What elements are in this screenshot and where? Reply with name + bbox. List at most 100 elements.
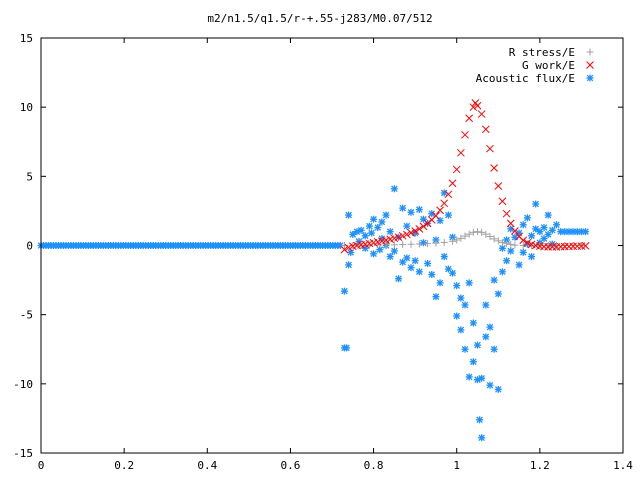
data-point [507, 241, 515, 249]
y-tick-label: 10 [20, 101, 33, 114]
y-tick-label: -5 [20, 309, 33, 322]
data-point [528, 232, 536, 240]
data-point [494, 290, 502, 298]
data-point [440, 238, 448, 246]
data-point [390, 185, 398, 193]
data-point [411, 227, 419, 235]
data-point [457, 294, 465, 302]
data-point [469, 228, 477, 236]
data-point [424, 240, 432, 248]
plot-frame [40, 37, 624, 454]
data-point [478, 228, 486, 236]
data-point [494, 385, 502, 393]
data-point [486, 323, 494, 331]
legend-item: R stress/E [509, 46, 594, 59]
data-point [461, 301, 469, 309]
data-point [490, 235, 498, 243]
data-point [465, 230, 473, 238]
data-point [453, 312, 461, 320]
data-point [469, 103, 478, 112]
data-point [519, 236, 528, 245]
y-tick-label: 0 [26, 240, 33, 253]
legend-marker [586, 74, 594, 82]
x-tick-label: 0 [38, 459, 45, 472]
data-point [394, 233, 403, 242]
data-point [357, 226, 365, 234]
data-point [478, 374, 486, 382]
legend-label: G work/E [522, 59, 575, 72]
data-point [503, 257, 511, 265]
data-point [407, 264, 415, 272]
data-point [340, 245, 349, 254]
data-point [461, 345, 469, 353]
data-point [465, 114, 474, 123]
data-point [444, 190, 453, 199]
data-point [419, 239, 427, 247]
data-point [424, 259, 432, 267]
data-point [465, 373, 473, 381]
data-point [486, 144, 494, 153]
data-point [532, 200, 540, 208]
legend-label: Acoustic flux/E [476, 72, 575, 85]
data-point [349, 230, 357, 238]
data-point [569, 242, 577, 249]
data-point [415, 268, 423, 276]
data-point [498, 238, 506, 246]
data-point [515, 261, 523, 269]
data-point [482, 230, 490, 238]
data-point [474, 228, 481, 236]
data-point [486, 233, 494, 241]
data-point [486, 381, 494, 389]
data-point [548, 226, 556, 234]
data-point [552, 221, 560, 229]
data-point [340, 287, 348, 295]
data-point [343, 344, 351, 352]
data-point [477, 110, 486, 118]
data-point [386, 228, 394, 236]
legend-item: Acoustic flux/E [476, 72, 594, 85]
data-point [532, 225, 540, 233]
data-point [428, 271, 436, 279]
data-point [461, 232, 469, 240]
data-point [403, 254, 411, 262]
data-point [494, 182, 503, 190]
data-point [415, 225, 424, 233]
data-point [582, 228, 590, 236]
data-point [490, 276, 498, 284]
legend-marker [586, 48, 594, 56]
data-point [482, 333, 490, 341]
data-point [419, 222, 428, 231]
data-point [519, 248, 527, 256]
data-point [457, 148, 465, 157]
data-point [444, 211, 452, 219]
data-point [407, 228, 415, 237]
data-point [511, 227, 519, 235]
y-tick-label: 5 [26, 170, 33, 183]
data-point [449, 269, 457, 277]
data-point [528, 242, 536, 250]
data-point [502, 209, 511, 218]
data-point [440, 199, 449, 208]
data-point [370, 250, 378, 258]
data-point [453, 282, 461, 290]
data-point [465, 279, 473, 287]
data-point [344, 243, 353, 252]
data-point [503, 240, 511, 248]
data-point [519, 242, 527, 249]
data-point [523, 214, 531, 222]
data-point [523, 238, 532, 247]
data-point [507, 225, 515, 233]
data-point [370, 215, 378, 223]
y-tick-label: -10 [13, 378, 33, 391]
data-point [403, 222, 411, 230]
data-point [494, 237, 502, 245]
data-point [490, 345, 498, 353]
x-tick-label: 0.6 [280, 459, 300, 472]
data-point [457, 326, 465, 334]
data-point [440, 189, 448, 197]
data-point [540, 235, 548, 243]
series-r-stress-e [340, 228, 585, 250]
legend-item: G work/E [522, 59, 594, 72]
data-point [461, 130, 469, 139]
